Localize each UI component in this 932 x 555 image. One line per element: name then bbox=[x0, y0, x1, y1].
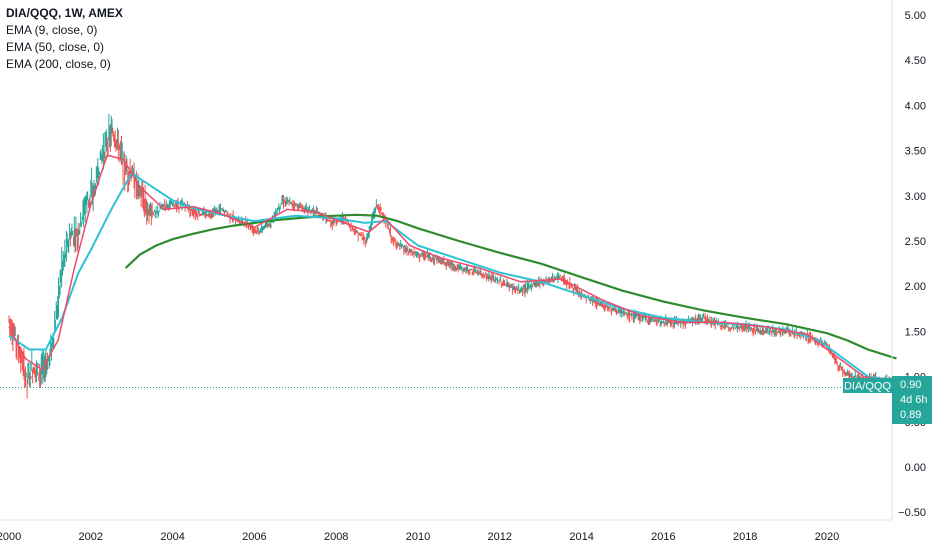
legend-ema-9[interactable]: EMA (9, close, 0) bbox=[6, 23, 98, 37]
time-axis[interactable]: 2000 2002 2004 2006 2008 2010 2012 2014 2016 2018… bbox=[0, 531, 839, 543]
x-tick-label: 2000 bbox=[0, 531, 21, 543]
y-tick-label: 3.00 bbox=[905, 191, 926, 203]
last-price-value: 0.90 bbox=[900, 379, 921, 391]
x-tick-label: 2014 bbox=[569, 531, 593, 543]
last-price-flag-bg bbox=[892, 376, 932, 424]
legend-ema-50[interactable]: EMA (50, close, 0) bbox=[6, 40, 105, 54]
y-tick-label: 2.50 bbox=[905, 236, 926, 248]
bar-countdown: 4d 6h bbox=[900, 394, 928, 406]
price-flags: DIA/QQQ 0.90 4d 6h 0.89 bbox=[843, 376, 932, 424]
x-tick-label: 2010 bbox=[406, 531, 430, 543]
chart-legend: DIA/QQQ, 1W, AMEX EMA (9, close, 0) EMA … bbox=[6, 5, 123, 73]
y-tick-label: 4.00 bbox=[905, 100, 926, 112]
y-tick-label: 3.50 bbox=[905, 146, 926, 158]
x-tick-label: 2018 bbox=[733, 531, 757, 543]
symbol-flag-label: DIA/QQQ bbox=[844, 381, 892, 393]
legend-symbol-title[interactable]: DIA/QQQ, 1W, AMEX bbox=[6, 6, 123, 20]
x-tick-label: 2016 bbox=[651, 531, 675, 543]
legend-ema-200[interactable]: EMA (200, close, 0) bbox=[6, 57, 111, 71]
ema-9-line bbox=[8, 154, 889, 382]
y-tick-label: 4.50 bbox=[905, 55, 926, 67]
price-axis[interactable]: 5.004.504.003.503.002.502.001.501.000.50… bbox=[898, 10, 926, 519]
x-tick-label: 2004 bbox=[160, 531, 184, 543]
ema-lines-layer bbox=[8, 154, 897, 382]
x-tick-label: 2020 bbox=[815, 531, 839, 543]
x-tick-label: 2012 bbox=[488, 531, 512, 543]
x-tick-label: 2008 bbox=[324, 531, 348, 543]
y-tick-label: 1.50 bbox=[905, 326, 926, 338]
ema-200-line bbox=[124, 213, 897, 360]
y-tick-label: 2.00 bbox=[905, 281, 926, 293]
candles-layer bbox=[8, 113, 901, 399]
x-tick-label: 2002 bbox=[79, 531, 103, 543]
low-price-value: 0.89 bbox=[900, 409, 921, 421]
y-tick-label: 0.00 bbox=[905, 462, 926, 474]
x-tick-label: 2006 bbox=[242, 531, 266, 543]
y-tick-label: 5.00 bbox=[905, 10, 926, 22]
symbol-flag-bg bbox=[843, 378, 892, 393]
y-tick-label: −0.50 bbox=[898, 507, 926, 519]
